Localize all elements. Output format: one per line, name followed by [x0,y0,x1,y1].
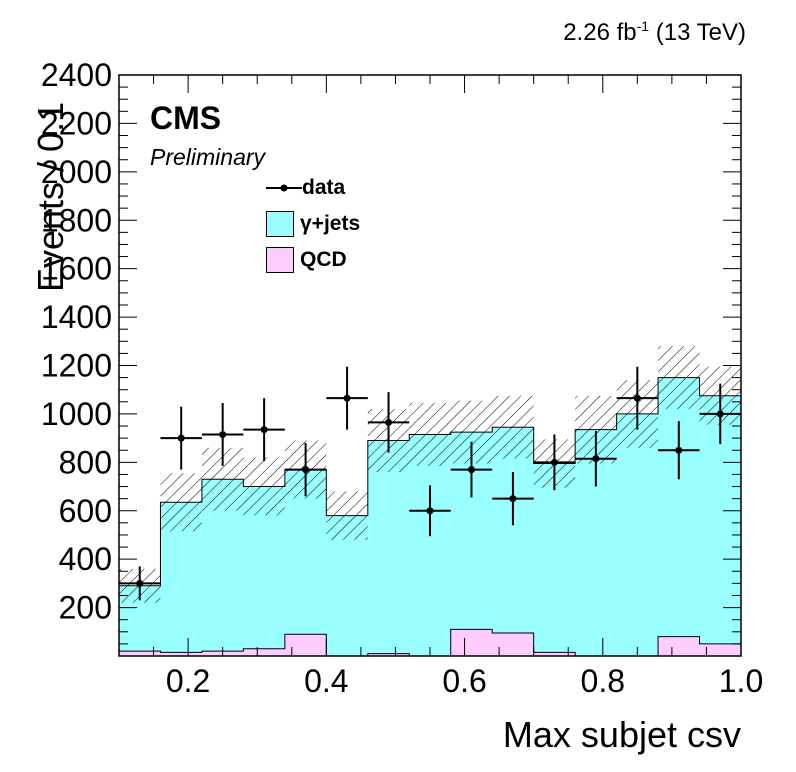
data-point [302,466,310,474]
uncertainty-band [160,473,202,532]
data-point [592,455,600,463]
data-layer [119,366,741,601]
uncertainty-band [658,346,700,410]
data-point [550,458,558,466]
x-tick-label: 0.4 [304,663,348,699]
gjets-bar [409,434,451,656]
qcd-bar [284,634,327,656]
y-tick-label: 2400 [41,57,112,93]
status-label: Preliminary [150,144,266,170]
qcd-bar [699,643,741,656]
gjets-bar [367,440,410,654]
x-tick-label: 0.6 [442,663,486,699]
data-point [633,394,641,402]
qcd-bar [367,653,410,656]
data-point [385,418,393,426]
y-tick-label: 2200 [41,105,112,141]
legend: data γ+jets QCD [266,170,360,278]
y-tick-label: 800 [59,444,112,480]
legend-label-gjets: γ+jets [300,212,361,235]
data-point [219,430,227,438]
lumi-energy: (13 TeV) [649,19,746,46]
uncertainty-band [243,457,285,516]
data-point [136,579,144,587]
tick-labels: 200 400 600 800 1000 1200 1400 1600 1800 2000 2200… [41,57,763,699]
data-point [426,507,434,515]
gjets-bar [492,427,534,634]
luminosity-label: 2.26 fb-1 (13 TeV) [563,18,746,47]
gjets-swatch-icon [266,211,294,237]
y-tick-label: 1800 [41,202,112,238]
qcd-bar [243,648,285,656]
y-tick-label: 2000 [41,154,112,190]
data-point [716,410,724,418]
uncertainty-band [492,395,534,459]
uncertainty-band [409,403,451,466]
lumi-exponent: -1 [636,18,650,34]
legend-item-gjets: γ+jets [266,206,360,242]
legend-label-qcd: QCD [300,248,347,271]
data-point [177,434,185,442]
gjets-bar [658,377,700,637]
axis-ticks [118,74,742,657]
experiment-label: CMS [150,100,222,136]
y-tick-label: 200 [59,590,112,626]
qcd-swatch-icon [266,247,294,273]
qcd-bar [533,652,576,656]
y-tick-label: 1600 [41,251,112,287]
legend-item-qcd: QCD [266,242,360,278]
data-marker-icon [266,176,302,200]
y-tick-label: 1200 [41,348,112,384]
y-tick-label: 400 [59,541,112,577]
y-tick-label: 600 [59,493,112,529]
y-axis-label: Events / 0.1 [30,101,71,292]
lumi-value: 2.26 fb [563,19,637,46]
uncertainty-band [326,491,368,540]
data-point [509,495,517,503]
qcd-bar [658,636,700,656]
y-tick-label: 1400 [41,299,112,335]
data-point [467,466,475,474]
y-tick-label: 1000 [41,396,112,432]
qcd-bar [119,651,161,656]
data-point [675,446,683,454]
x-tick-label: 0.8 [581,663,625,699]
legend-label-data: data [302,176,346,199]
x-tick-label: 1.0 [719,663,763,699]
gjets-bar [616,413,659,656]
gjets-bar [533,463,576,653]
qcd-bar [160,652,202,656]
data-point [260,426,268,434]
legend-item-data: data [266,170,360,206]
qcd-bar [492,633,534,656]
qcd-bar [450,629,493,656]
x-axis-label: Max subjet csv [502,714,741,755]
data-point [343,394,351,402]
x-tick-label: 0.2 [166,663,210,699]
